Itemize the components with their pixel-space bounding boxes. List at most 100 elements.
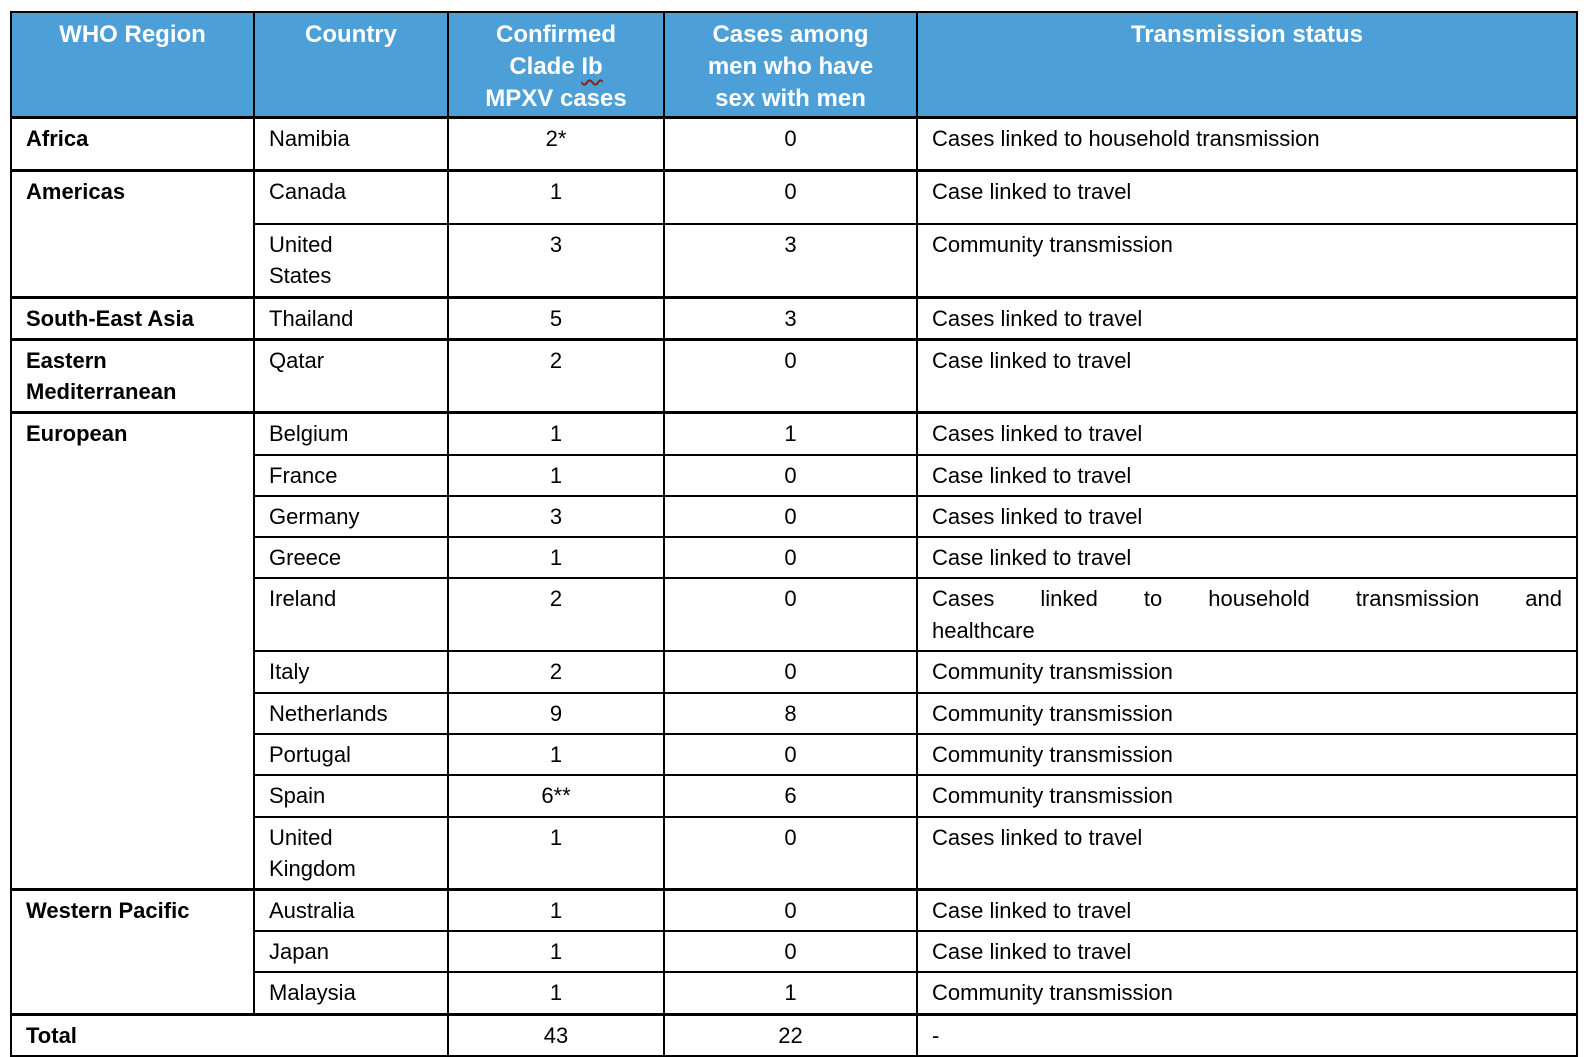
- header-line: men who have: [666, 51, 915, 83]
- country-cell-belgium: Belgium: [253, 411, 449, 456]
- header-text: Transmission status: [1130, 21, 1364, 48]
- confirmed-cases-cell: 9: [447, 691, 665, 736]
- country-cell-qatar: Qatar: [253, 337, 449, 414]
- text-line: healthcare: [932, 617, 1035, 643]
- msm-cases-cell: 0: [663, 536, 918, 580]
- table-row: Netherlands 9 8 Community transmission: [11, 691, 1578, 736]
- confirmed-cases-cell: 1: [447, 536, 665, 580]
- region-cell-americas: Americas: [10, 168, 255, 299]
- transmission-status-cell: Cases linked to travel: [916, 295, 1578, 341]
- msm-cases-cell: 1: [663, 411, 918, 456]
- transmission-status-cell: Cases linked to travel: [916, 815, 1578, 891]
- confirmed-cases-cell: 1: [447, 411, 665, 456]
- total-confirmed-cases-cell: 43: [447, 1012, 665, 1057]
- text-line: Eastern: [26, 347, 107, 373]
- text-line: United: [269, 824, 333, 850]
- transmission-status-cell: Case linked to travel: [916, 536, 1578, 580]
- header-line: Cases among: [666, 19, 915, 51]
- text-line: Kingdom: [269, 855, 356, 881]
- transmission-status-cell: Community transmission: [916, 971, 1578, 1016]
- header-line: WHO Region: [13, 19, 252, 51]
- confirmed-cases-cell: 2: [447, 337, 665, 414]
- table-row: Portugal 1 0 Community transmission: [11, 733, 1578, 777]
- transmission-status-cell: Community transmission: [916, 691, 1578, 736]
- msm-cases-cell: 0: [663, 815, 918, 891]
- text-line: States: [269, 263, 332, 289]
- text-line: Mediterranean: [26, 379, 177, 405]
- msm-cases-cell: 3: [663, 295, 918, 341]
- total-msm-cases-cell: 22: [663, 1012, 918, 1057]
- msm-cases-cell: 0: [663, 453, 918, 497]
- table-row: United Kingdom 1 0 Cases linked to travel: [11, 815, 1578, 891]
- header-text: MPXV cases: [485, 84, 627, 112]
- country-cell-namibia: Namibia: [253, 115, 449, 172]
- confirmed-cases-cell: 2*: [447, 115, 665, 172]
- msm-cases-cell: 0: [663, 887, 918, 933]
- msm-cases-cell: 3: [663, 223, 918, 299]
- header-text: men who have: [707, 52, 874, 80]
- transmission-status-cell: Case linked to travel: [916, 887, 1578, 933]
- header-line: Clade Ib: [450, 51, 662, 83]
- transmission-status-cell: Cases linked to household transmission: [916, 115, 1578, 172]
- table-row: Spain 6** 6 Community transmission: [11, 774, 1578, 818]
- msm-cases-cell: 0: [663, 649, 918, 694]
- table-row: Italy 2 0 Community transmission: [11, 649, 1578, 694]
- header-cell-transmission-status: Transmission status: [916, 10, 1578, 119]
- header-text: sex with men: [715, 84, 866, 112]
- confirmed-cases-cell: 3: [447, 494, 665, 539]
- msm-cases-cell: 0: [663, 930, 918, 974]
- mpox-clade-ib-cases-table: WHO Region Country Confirmed Clade Ib MPXV c…: [10, 10, 1578, 1057]
- region-cell-south-east-asia: South-East Asia: [10, 295, 255, 341]
- transmission-status-cell: Community transmission: [916, 223, 1578, 299]
- table-header: WHO Region Country Confirmed Clade Ib MPXV c…: [10, 10, 1578, 119]
- table-row: Eastern Mediterranean Qatar 2 0 Case linked t…: [10, 337, 1578, 414]
- country-cell-portugal: Portugal: [253, 733, 449, 777]
- text-line: United: [269, 232, 333, 258]
- header-cell-who-region: WHO Region: [10, 10, 255, 119]
- confirmed-cases-cell: 1: [447, 887, 665, 933]
- msm-cases-cell: 0: [663, 115, 918, 172]
- header-line: sex with men: [666, 83, 915, 115]
- region-cell-european: European: [10, 411, 255, 891]
- transmission-status-cell: Case linked to travel: [916, 168, 1578, 226]
- country-cell-italy: Italy: [253, 649, 449, 694]
- confirmed-cases-cell: 2: [447, 577, 665, 652]
- confirmed-cases-cell: 5: [447, 295, 665, 341]
- transmission-status-cell: Case linked to travel: [916, 337, 1578, 414]
- table-row: United States 3 3 Community transmission: [11, 223, 1578, 299]
- transmission-status-cell: Community transmission: [916, 649, 1578, 694]
- header-text: Cases among: [712, 21, 869, 48]
- msm-cases-cell: 6: [663, 774, 918, 818]
- msm-cases-cell: 0: [663, 337, 918, 414]
- confirmed-cases-cell: 1: [447, 453, 665, 497]
- header-cell-cases-among-msm: Cases among men who have sex with men: [663, 10, 918, 119]
- header-text: Country: [305, 21, 397, 48]
- msm-cases-cell: 0: [663, 168, 918, 226]
- msm-cases-cell: 0: [663, 733, 918, 777]
- text-line: Cases linked to household transmission a…: [932, 586, 1562, 612]
- country-cell-united-states: United States: [253, 223, 449, 299]
- confirmed-cases-cell: 1: [447, 930, 665, 974]
- region-cell-western-pacific: Western Pacific: [10, 887, 255, 1016]
- transmission-status-cell: Cases linked to travel: [916, 494, 1578, 539]
- table-row: Western Pacific Australia 1 0 Case linked to…: [10, 887, 1578, 1016]
- confirmed-cases-cell: 3: [447, 223, 665, 299]
- country-cell-malaysia: Malaysia: [253, 971, 449, 1016]
- header-cell-confirmed-clade-ib-mpxv-cases: Confirmed Clade Ib MPXV cases: [447, 10, 665, 119]
- table-row: Greece 1 0 Case linked to travel: [11, 536, 1578, 580]
- confirmed-cases-cell: 1: [447, 971, 665, 1016]
- transmission-status-cell: Community transmission: [916, 774, 1578, 818]
- table-row: European Belgium 1 1 Cases linked to travel: [10, 411, 1578, 891]
- msm-cases-cell: 1: [663, 971, 918, 1016]
- total-row: Total 43 22-: [10, 1012, 1578, 1057]
- msm-cases-cell: 0: [663, 494, 918, 539]
- msm-cases-cell: 0: [663, 577, 918, 652]
- transmission-status-cell: Case linked to travel: [916, 930, 1578, 974]
- header-text: Confirmed: [496, 21, 616, 48]
- header-row: WHO Region Country Confirmed Clade Ib MPXV c…: [10, 10, 1578, 119]
- table-body: Africa Namibia 2* 0 Cases linked to househol…: [10, 115, 1578, 1057]
- country-cell-united-kingdom: United Kingdom: [253, 815, 449, 891]
- transmission-status-cell: Cases linked to travel: [916, 411, 1578, 456]
- transmission-status-cell: Community transmission: [916, 733, 1578, 777]
